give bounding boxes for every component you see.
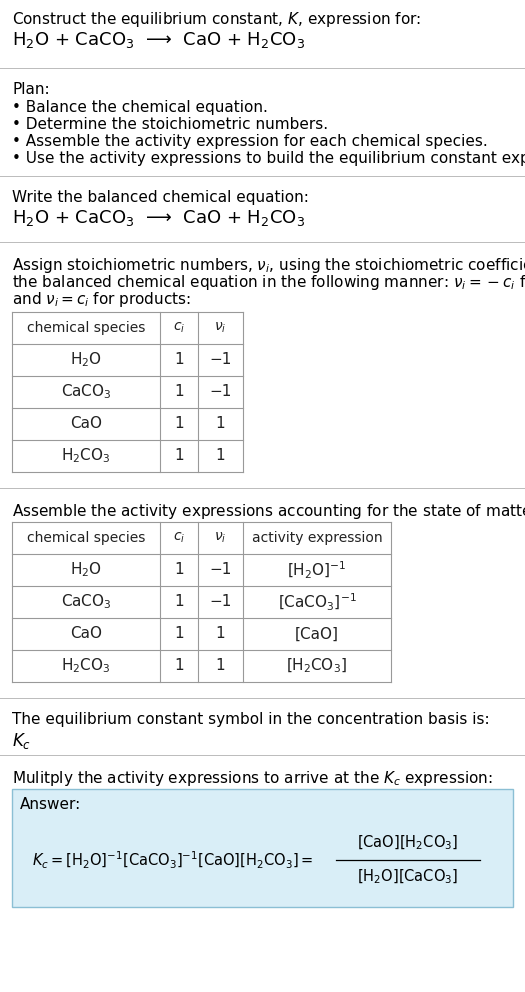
Text: 1: 1 bbox=[216, 627, 225, 642]
Text: $K_c = [\mathrm{H_2O}]^{-1} [\mathrm{CaCO_3}]^{-1} [\mathrm{CaO}] [\mathrm{H_2CO: $K_c = [\mathrm{H_2O}]^{-1} [\mathrm{CaC… bbox=[32, 849, 313, 871]
Text: 1: 1 bbox=[174, 448, 184, 463]
Text: Assemble the activity expressions accounting for the state of matter and $\nu_i$: Assemble the activity expressions accoun… bbox=[12, 502, 525, 521]
Text: −1: −1 bbox=[209, 385, 232, 400]
Text: [CaO]: [CaO] bbox=[295, 627, 339, 642]
Text: 1: 1 bbox=[216, 417, 225, 432]
Text: Answer:: Answer: bbox=[20, 797, 81, 812]
Text: −1: −1 bbox=[209, 562, 232, 577]
Text: The equilibrium constant symbol in the concentration basis is:: The equilibrium constant symbol in the c… bbox=[12, 712, 490, 727]
Text: the balanced chemical equation in the following manner: $\nu_i = -c_i$ for react: the balanced chemical equation in the fo… bbox=[12, 273, 525, 292]
Text: 1: 1 bbox=[174, 659, 184, 674]
Text: 1: 1 bbox=[216, 448, 225, 463]
FancyBboxPatch shape bbox=[12, 789, 513, 907]
Text: [H$_2$CO$_3$]: [H$_2$CO$_3$] bbox=[287, 657, 348, 676]
Text: activity expression: activity expression bbox=[251, 531, 382, 545]
Text: Plan:: Plan: bbox=[12, 82, 50, 97]
Text: H$_2$O: H$_2$O bbox=[70, 350, 102, 369]
Text: −1: −1 bbox=[209, 594, 232, 609]
Text: • Determine the stoichiometric numbers.: • Determine the stoichiometric numbers. bbox=[12, 117, 328, 132]
Text: H$_2$O + CaCO$_3$  ⟶  CaO + H$_2$CO$_3$: H$_2$O + CaCO$_3$ ⟶ CaO + H$_2$CO$_3$ bbox=[12, 208, 305, 228]
Text: $c_i$: $c_i$ bbox=[173, 531, 185, 546]
Text: 1: 1 bbox=[216, 659, 225, 674]
Text: chemical species: chemical species bbox=[27, 321, 145, 335]
Text: Construct the equilibrium constant, $K$, expression for:: Construct the equilibrium constant, $K$,… bbox=[12, 10, 422, 29]
Text: and $\nu_i = c_i$ for products:: and $\nu_i = c_i$ for products: bbox=[12, 290, 191, 309]
Text: CaO: CaO bbox=[70, 627, 102, 642]
Text: CaCO$_3$: CaCO$_3$ bbox=[61, 383, 111, 402]
Text: H$_2$O + CaCO$_3$  ⟶  CaO + H$_2$CO$_3$: H$_2$O + CaCO$_3$ ⟶ CaO + H$_2$CO$_3$ bbox=[12, 30, 305, 50]
Text: $[\mathrm{CaO}] [\mathrm{H_2CO_3}]$: $[\mathrm{CaO}] [\mathrm{H_2CO_3}]$ bbox=[358, 834, 459, 852]
Text: H$_2$CO$_3$: H$_2$CO$_3$ bbox=[61, 657, 111, 676]
Text: $c_i$: $c_i$ bbox=[173, 320, 185, 335]
Text: $\nu_i$: $\nu_i$ bbox=[214, 320, 227, 335]
Text: [CaCO$_3$]$^{-1}$: [CaCO$_3$]$^{-1}$ bbox=[278, 591, 356, 612]
Text: $[\mathrm{H_2O}] [\mathrm{CaCO_3}]$: $[\mathrm{H_2O}] [\mathrm{CaCO_3}]$ bbox=[358, 868, 459, 886]
Text: [H$_2$O]$^{-1}$: [H$_2$O]$^{-1}$ bbox=[288, 559, 347, 580]
Text: $\nu_i$: $\nu_i$ bbox=[214, 531, 227, 546]
Text: 1: 1 bbox=[174, 352, 184, 367]
Text: H$_2$O: H$_2$O bbox=[70, 560, 102, 579]
Text: chemical species: chemical species bbox=[27, 531, 145, 545]
Text: CaO: CaO bbox=[70, 417, 102, 432]
Text: CaCO$_3$: CaCO$_3$ bbox=[61, 592, 111, 611]
Text: $K_c$: $K_c$ bbox=[12, 731, 31, 751]
Text: H$_2$CO$_3$: H$_2$CO$_3$ bbox=[61, 446, 111, 465]
Text: 1: 1 bbox=[174, 562, 184, 577]
Text: −1: −1 bbox=[209, 352, 232, 367]
Text: 1: 1 bbox=[174, 385, 184, 400]
Text: 1: 1 bbox=[174, 594, 184, 609]
Text: Write the balanced chemical equation:: Write the balanced chemical equation: bbox=[12, 190, 309, 205]
Text: • Use the activity expressions to build the equilibrium constant expression.: • Use the activity expressions to build … bbox=[12, 151, 525, 166]
Text: • Balance the chemical equation.: • Balance the chemical equation. bbox=[12, 100, 268, 115]
Text: Assign stoichiometric numbers, $\nu_i$, using the stoichiometric coefficients, $: Assign stoichiometric numbers, $\nu_i$, … bbox=[12, 256, 525, 275]
Text: Mulitply the activity expressions to arrive at the $K_c$ expression:: Mulitply the activity expressions to arr… bbox=[12, 769, 492, 788]
Text: 1: 1 bbox=[174, 627, 184, 642]
Text: • Assemble the activity expression for each chemical species.: • Assemble the activity expression for e… bbox=[12, 134, 488, 149]
Text: 1: 1 bbox=[174, 417, 184, 432]
